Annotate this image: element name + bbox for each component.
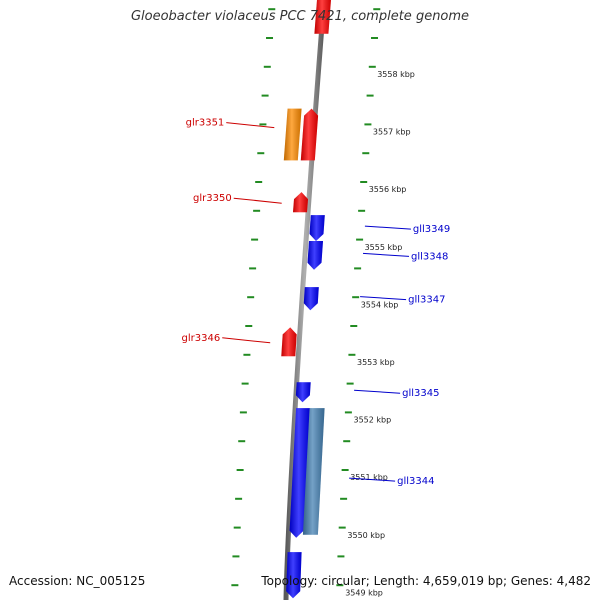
- gene-shading: [286, 552, 302, 599]
- gene-shading: [293, 192, 308, 213]
- label-leader: [360, 296, 407, 301]
- scale-label: 3558 kbp: [377, 70, 415, 79]
- label-leader: [222, 337, 271, 344]
- gene-shading: [281, 327, 297, 357]
- gene-shading: [314, 0, 331, 34]
- gene-shading: [283, 108, 302, 161]
- scale-label: 3553 kbp: [357, 358, 395, 367]
- scale-labels: 3558 kbp 3557 kbp 3556 kbp 3555 kbp 3554 kbp…: [345, 70, 415, 597]
- scale-label: 3557 kbp: [373, 128, 411, 137]
- gene-features: [281, 0, 331, 599]
- scale-label: 3554 kbp: [361, 300, 399, 309]
- outer-tick-ring-left: [231, 8, 276, 587]
- scale-label: 3555 kbp: [365, 243, 403, 252]
- gene-label-gll3349[interactable]: gll3349: [413, 224, 450, 235]
- gene-label-glr3350[interactable]: glr3350: [193, 193, 232, 204]
- gene-label-gll3347[interactable]: gll3347: [408, 295, 445, 306]
- scale-label: 3549 kbp: [345, 588, 383, 597]
- gene-label-gll3344[interactable]: gll3344: [397, 476, 434, 487]
- scale-label: 3550 kbp: [347, 531, 385, 540]
- scale-label: 3552 kbp: [354, 416, 392, 425]
- gene-label-gll3348[interactable]: gll3348: [411, 251, 448, 262]
- accession-text: Accession: NC_005125: [9, 574, 146, 588]
- outer-tick-ring-right: [336, 8, 381, 587]
- label-leader: [226, 122, 275, 129]
- label-leader: [364, 225, 411, 230]
- gene-label-glr3351[interactable]: glr3351: [186, 118, 225, 129]
- gene-label-glr3346[interactable]: glr3346: [182, 333, 221, 344]
- label-leader: [362, 252, 410, 257]
- genome-summary-text: Topology: circular; Length: 4,659,019 bp…: [261, 574, 591, 588]
- scale-label: 3556 kbp: [369, 185, 407, 194]
- gene-shading: [309, 215, 325, 241]
- gene-labels: glr3351 glr3350 gll3349 gll3348 gll3347 glr33…: [182, 118, 451, 488]
- gene-shading: [303, 287, 319, 311]
- map-title: Gloeobacter violaceus PCC 7421, complete…: [130, 9, 470, 24]
- gene-shading: [300, 108, 319, 161]
- gene-label-gll3345[interactable]: gll3345: [402, 388, 439, 399]
- gene-shading: [295, 382, 311, 403]
- label-leader: [349, 477, 396, 482]
- label-leader: [233, 197, 282, 204]
- gene-shading: [302, 408, 325, 535]
- genome-backbone: [283, 0, 327, 600]
- label-leader: [354, 389, 401, 394]
- gene-shading: [307, 241, 323, 270]
- gene-shading: [289, 408, 311, 538]
- scale-label: 3551 kbp: [350, 473, 388, 482]
